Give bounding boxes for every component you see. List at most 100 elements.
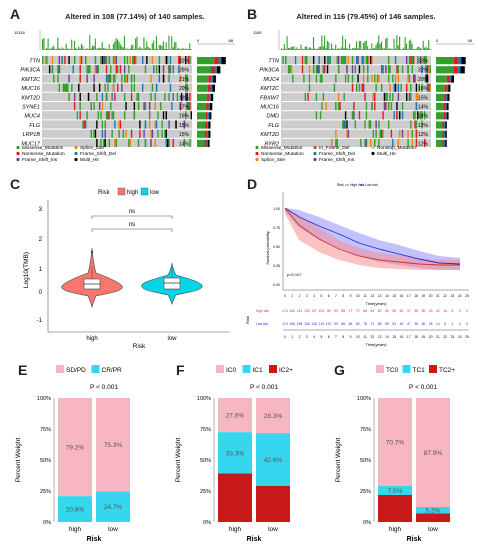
- a-tmb-bar: [164, 48, 166, 50]
- km-ytick-000: 0.00: [273, 283, 280, 287]
- a-row-bg: [42, 129, 192, 138]
- f-data-label: 42.6%: [264, 457, 283, 464]
- b-cell: [381, 129, 383, 138]
- b-freq-bar: [449, 75, 452, 83]
- a-cell: [179, 102, 181, 111]
- a-gene-percent: 16%: [179, 114, 190, 120]
- a-tmb-bar: [103, 48, 105, 50]
- a-tmb-bar: [157, 48, 159, 50]
- a-legend-key: [74, 157, 78, 162]
- b-cell: [396, 111, 398, 120]
- b-cell: [367, 65, 369, 74]
- a-tmb-bar: [76, 48, 78, 50]
- b-legend-label: Frame_Shift_Del: [319, 151, 355, 157]
- b-cell: [397, 138, 400, 147]
- risk-value-low: 47: [407, 322, 411, 326]
- risk-value-low: 28: [429, 322, 433, 326]
- b-cell: [382, 129, 384, 138]
- b-cell: [412, 111, 415, 120]
- violin-ytick-3: 3: [39, 207, 43, 213]
- b-cell: [357, 74, 359, 83]
- b-tmb-bar: [281, 48, 283, 50]
- b-freq-bar: [445, 103, 447, 111]
- km-x-ticks: 0 1 2 3 4 5 6 7 8 9 10 11 12 13 14 15 16 17 18 19 20 21 22 23 24…: [284, 294, 469, 298]
- b-cell: [415, 102, 418, 111]
- g-bar-segment: [416, 506, 450, 514]
- b-cell: [410, 83, 412, 92]
- a-cell: [112, 111, 115, 120]
- b-cell: [365, 138, 368, 147]
- a-cell: [162, 74, 165, 83]
- b-tmb-bar: [294, 48, 296, 50]
- b-cell: [346, 120, 348, 129]
- b-gene-label: PIK3CA: [259, 68, 279, 74]
- b-legend-key: [313, 157, 317, 162]
- b-tmb-bar: [412, 48, 415, 50]
- e-legend-label: SD/PD: [66, 367, 86, 374]
- b-tmb-bar: [292, 46, 294, 50]
- b-cell: [308, 74, 311, 83]
- violin-xtick-high: high: [86, 336, 97, 342]
- a-cell: [98, 102, 101, 111]
- b-cell: [410, 120, 412, 129]
- a-tmb-bar: [114, 41, 116, 50]
- a-cell: [93, 102, 95, 111]
- a-cell: [108, 111, 111, 120]
- b-cell: [396, 65, 398, 74]
- a-freq-bar: [208, 103, 211, 111]
- a-cell: [155, 65, 158, 74]
- a-cell: [158, 65, 161, 74]
- b-tmb-bar: [290, 46, 292, 50]
- b-tmb-bar: [308, 47, 310, 50]
- risk-value-low: 71: [371, 322, 375, 326]
- risk-xtick: 20: [429, 335, 433, 339]
- risk-xtick: 5: [320, 335, 322, 339]
- violin-legend-title: Risk: [98, 190, 111, 196]
- a-cell: [85, 120, 87, 129]
- a-cell: [101, 56, 104, 65]
- km-curve-low: [284, 207, 461, 265]
- b-cell: [294, 56, 297, 65]
- a-cell: [189, 102, 191, 111]
- e-ytick: 25%: [40, 489, 51, 495]
- b-freq-bar: [436, 84, 445, 92]
- b-tmb-bar: [354, 47, 356, 50]
- b-tmb-bar: [386, 37, 388, 50]
- stacked-bar-f: IC0 IC1 IC2+ P < 0.001 100% 75% 50% 25% 0% Percen…: [175, 365, 293, 543]
- a-cell: [57, 65, 59, 74]
- b-cell: [417, 92, 419, 101]
- b-tmb-bar: [350, 48, 352, 50]
- b-tmb-bar: [406, 43, 408, 50]
- risk-value-low: 6: [444, 322, 446, 326]
- a-tmb-bar: [169, 48, 171, 50]
- b-cell: [369, 120, 372, 129]
- a-cell: [168, 138, 170, 147]
- a-cell: [154, 120, 156, 129]
- a-freq-bar: [197, 139, 205, 147]
- risk-value-low: 107: [326, 322, 332, 326]
- a-tmb-bar: [93, 46, 95, 50]
- a-cell: [96, 92, 98, 101]
- a-cell: [151, 129, 154, 138]
- b-tmb-bar: [421, 48, 423, 50]
- b-cell: [387, 65, 390, 74]
- b-cell: [389, 92, 391, 101]
- b-cell: [324, 56, 326, 65]
- km-xtick: 6: [328, 294, 330, 298]
- a-freq-bar: [205, 121, 208, 129]
- a-cell: [86, 74, 88, 83]
- violin-legend-key-high: [117, 187, 126, 196]
- a-gene-percent: 26%: [179, 68, 190, 74]
- a-tmb-bar: [62, 48, 64, 50]
- a-cell: [105, 92, 108, 101]
- b-cell: [378, 120, 380, 129]
- a-cell: [142, 83, 144, 92]
- b-tmb-bar: [340, 47, 342, 50]
- b-gene-label: MUC4: [263, 77, 279, 83]
- panel-b-title: Altered in 116 (79.45%) of 146 samples.: [296, 12, 436, 21]
- b-legend-label: Frame_Shift_Ins: [319, 157, 355, 163]
- risk-value-low: 2: [452, 322, 454, 326]
- a-cell: [168, 74, 170, 83]
- b-freq-axis-min: 0: [436, 38, 439, 43]
- panel-d: D Risk High risk Low risk 1.00 0.75 0.50…: [239, 170, 478, 350]
